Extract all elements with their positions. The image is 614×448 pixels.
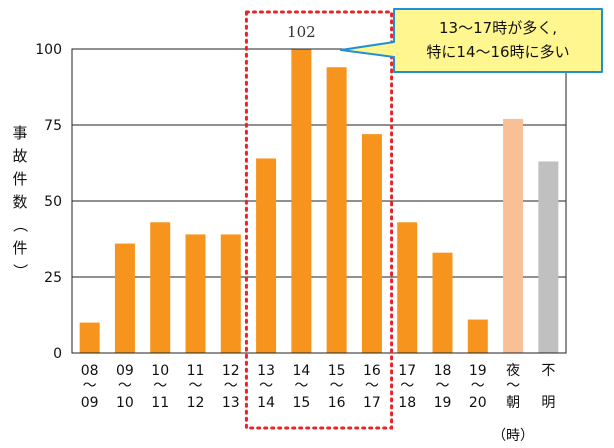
- label-layer: 08～0909～1010～1111～1212～1313～1414～1515～16…: [11, 23, 555, 444]
- x-tick-label: 13: [257, 363, 275, 379]
- x-tick-separator: ～: [400, 378, 414, 394]
- y-tick-label: 0: [53, 346, 62, 362]
- x-tick-label: 10: [116, 395, 134, 411]
- x-tick-separator: ～: [153, 378, 167, 394]
- x-tick-label: 17: [398, 363, 416, 379]
- x-tick-label: 朝: [506, 395, 520, 411]
- x-tick-label: 20: [469, 395, 487, 411]
- grid-layer: [72, 124, 566, 278]
- x-tick-separator: ～: [365, 378, 379, 394]
- x-tick-label: 15: [292, 395, 310, 411]
- y-tick-label: 50: [44, 194, 62, 210]
- callout-box: [340, 8, 603, 73]
- x-axis-title: （時）: [492, 428, 534, 444]
- plot-frame: [71, 48, 567, 354]
- bar-layer: [79, 49, 559, 354]
- bar: [150, 222, 171, 353]
- x-tick-label: 14: [292, 363, 310, 379]
- bar: [467, 319, 488, 353]
- x-tick-label: 18: [434, 363, 452, 379]
- callout-layer: 13～17時が多く, 特に14～16時に多い: [340, 8, 603, 73]
- x-tick-separator: ～: [259, 378, 273, 394]
- x-tick-label: 不: [541, 363, 555, 379]
- bar: [397, 222, 418, 353]
- x-tick-label: 11: [151, 395, 169, 411]
- x-tick-label: 19: [469, 363, 487, 379]
- x-tick-separator: ～: [436, 378, 450, 394]
- bar: [220, 234, 241, 353]
- highlight-box: [244, 10, 394, 430]
- y-tick-label: 25: [44, 270, 62, 286]
- x-tick-separator: ～: [506, 378, 520, 394]
- y-axis-title-char: （: [11, 217, 29, 232]
- x-tick-separator: ～: [189, 378, 203, 394]
- bar: [79, 322, 100, 353]
- y-axis-title-char: 事: [12, 124, 27, 142]
- x-tick-label: 08: [81, 363, 99, 379]
- x-tick-separator: ～: [83, 378, 97, 394]
- x-tick-label: 19: [434, 395, 452, 411]
- x-tick-label: 16: [363, 363, 381, 379]
- x-tick-separator: ～: [118, 378, 132, 394]
- x-tick-label: 16: [328, 395, 346, 411]
- x-tick-label: 夜: [506, 363, 520, 379]
- x-tick-label: 17: [363, 395, 381, 411]
- callout-text-line: 特に14～16時に多い: [426, 43, 569, 61]
- callout-text-line: 13～17時が多く,: [439, 19, 557, 37]
- bar: [185, 234, 206, 353]
- x-tick-separator: ～: [471, 378, 485, 394]
- x-tick-label: 09: [81, 395, 99, 411]
- x-tick-label: 明: [541, 395, 555, 411]
- y-axis-title-char: 件: [12, 170, 27, 188]
- x-tick-label: 09: [116, 363, 134, 379]
- bar: [256, 158, 277, 353]
- y-axis-title-char: 数: [12, 193, 27, 211]
- bar: [361, 134, 382, 353]
- bar: [114, 243, 135, 353]
- bar: [326, 67, 347, 354]
- x-tick-separator: ～: [224, 378, 238, 394]
- highlight-layer: [244, 10, 394, 430]
- bar: [291, 49, 312, 353]
- x-tick-separator: ～: [330, 378, 344, 394]
- x-tick-label: 10: [151, 363, 169, 379]
- bar: [432, 252, 453, 353]
- y-axis-title-char: 件: [12, 239, 27, 257]
- bar-data-label: 102: [287, 23, 316, 41]
- x-tick-label: 15: [328, 363, 346, 379]
- x-tick-label: 13: [222, 395, 240, 411]
- x-tick-label: 12: [187, 395, 205, 411]
- y-axis-title-char: ）: [11, 263, 29, 278]
- x-tick-separator: ～: [294, 378, 308, 394]
- x-tick-label: 14: [257, 395, 275, 411]
- x-tick-label: 12: [222, 363, 240, 379]
- bar: [503, 118, 524, 353]
- y-axis-title-char: 故: [12, 147, 27, 165]
- y-tick-label: 75: [44, 118, 62, 134]
- x-tick-label: 11: [187, 363, 205, 379]
- axis-layer: 0 25 50 75 100: [35, 42, 567, 362]
- y-tick-label: 100: [35, 42, 62, 58]
- bar: [538, 161, 559, 353]
- x-tick-label: 18: [398, 395, 416, 411]
